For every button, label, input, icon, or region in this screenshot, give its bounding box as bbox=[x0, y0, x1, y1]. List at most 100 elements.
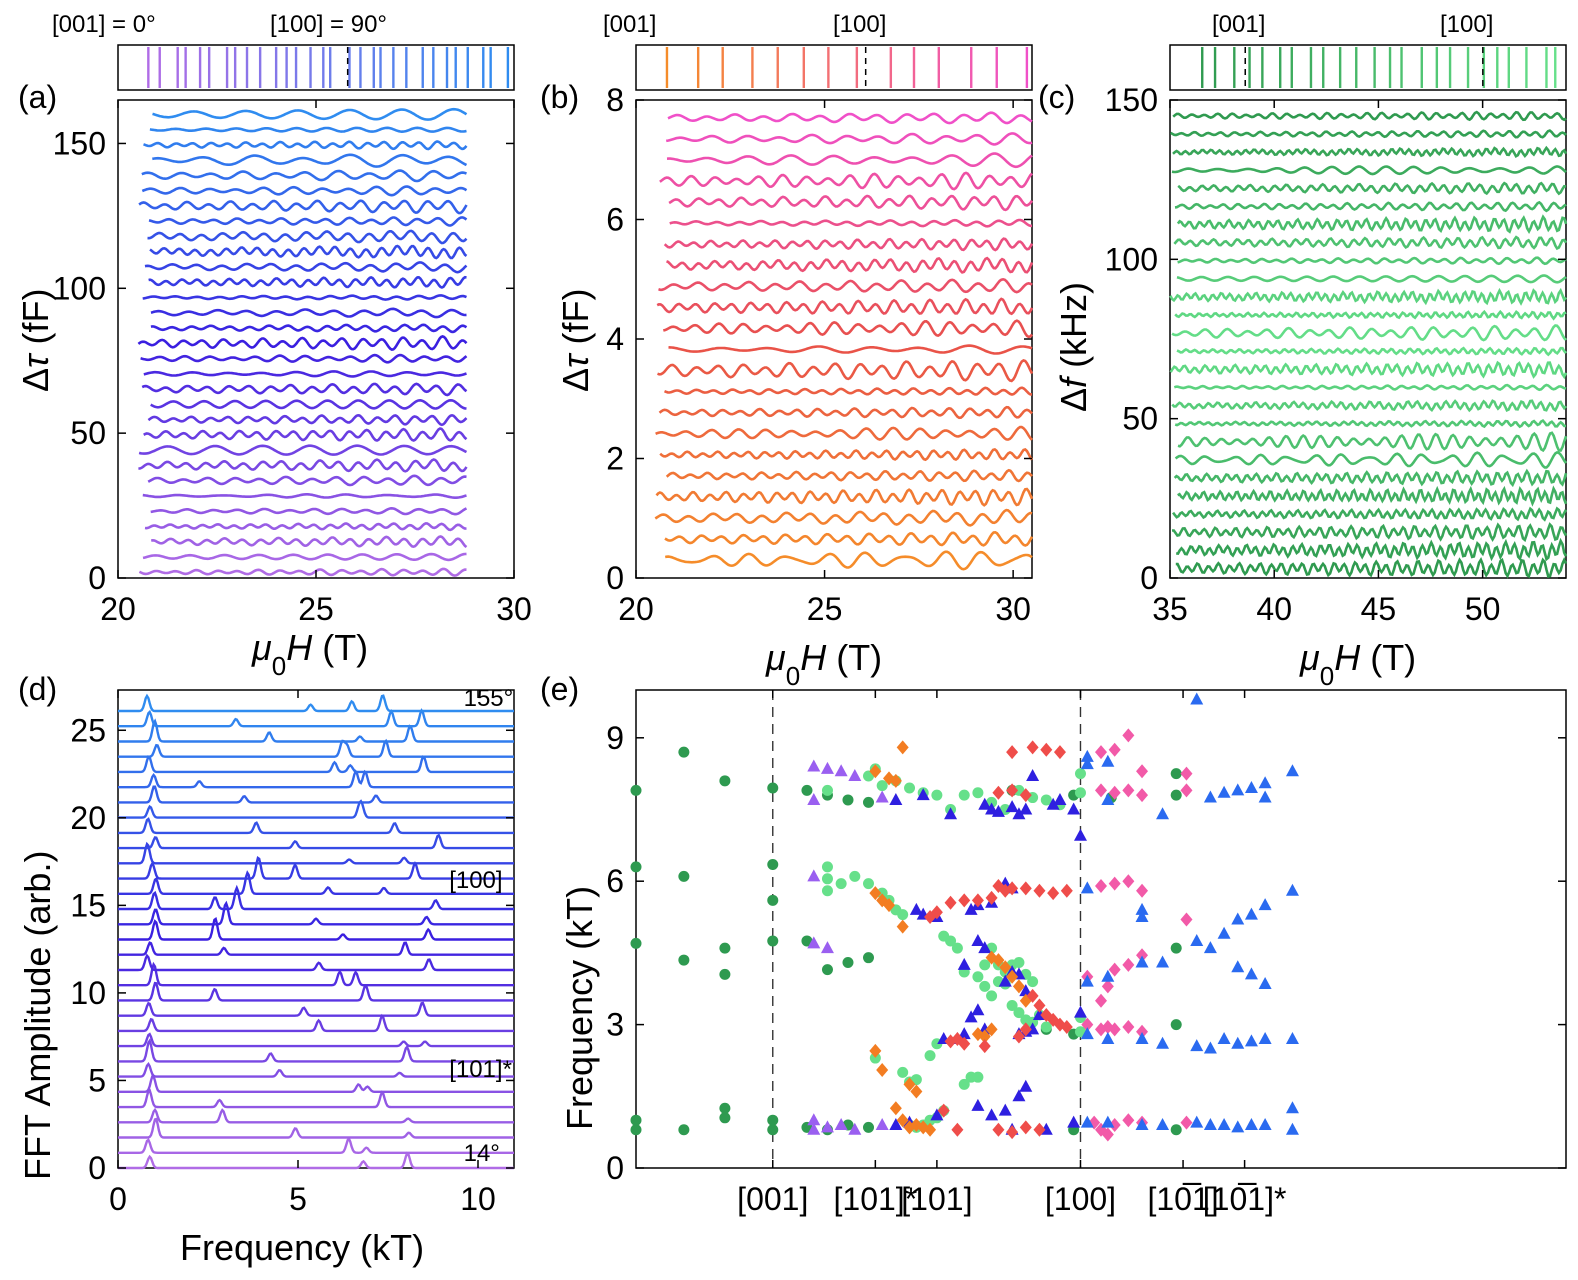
b-trace bbox=[662, 319, 1033, 339]
e-point-circle bbox=[958, 1078, 970, 1090]
d-xtick-label: 0 bbox=[109, 1181, 127, 1217]
e-point-triangle bbox=[1067, 1115, 1081, 1128]
e-point-triangle bbox=[1012, 1089, 1026, 1102]
e-point-triangle bbox=[971, 933, 985, 946]
panel-b: [001] [100] (b) 20 25 30 0 2 4 6 8 μ0H (T) Δτ (… bbox=[540, 11, 1034, 691]
e-point-diamond bbox=[903, 1077, 916, 1092]
d-ytick-label: 0 bbox=[88, 1150, 106, 1186]
e-point-triangle bbox=[1135, 1031, 1149, 1044]
panel-e-series bbox=[630, 692, 1299, 1142]
e-point-triangle bbox=[1231, 783, 1245, 796]
e-point-circle bbox=[863, 878, 874, 890]
b-trace bbox=[665, 132, 1033, 146]
e-point-diamond bbox=[1180, 766, 1193, 781]
e-point-triangle bbox=[1135, 1117, 1149, 1130]
c-trace bbox=[1176, 214, 1568, 234]
e-point-triangle bbox=[1080, 881, 1094, 894]
e-point-diamond bbox=[1095, 783, 1107, 798]
panel-d-ticks: 0 5 10 0 5 10 15 20 25 bbox=[70, 690, 514, 1217]
a-trace bbox=[141, 185, 468, 197]
e-point-triangle bbox=[916, 788, 930, 801]
e-ytick-label: 9 bbox=[606, 720, 624, 756]
e-point-circle bbox=[849, 870, 861, 882]
e-point-diamond bbox=[1026, 740, 1039, 755]
e-point-diamond bbox=[1019, 788, 1032, 803]
e-point-triangle bbox=[875, 790, 889, 803]
e-point-diamond bbox=[992, 1122, 1005, 1137]
e-point-triangle bbox=[964, 1010, 978, 1023]
e-point-circle bbox=[1027, 976, 1039, 988]
a-trace bbox=[143, 427, 468, 442]
e-point-diamond bbox=[1122, 1113, 1135, 1128]
e-point-triangle bbox=[1053, 792, 1067, 805]
b-trace bbox=[664, 530, 1034, 547]
a-trace bbox=[150, 506, 468, 516]
a-trace bbox=[141, 382, 468, 397]
e-point-triangle bbox=[1156, 807, 1170, 820]
e-point-diamond bbox=[896, 740, 909, 755]
e-point-circle bbox=[719, 1102, 731, 1114]
e-point-diamond bbox=[992, 785, 1005, 800]
e-xtick-label: [101]* bbox=[834, 1181, 918, 1217]
e-point-triangle bbox=[1258, 776, 1272, 789]
d-spectrum bbox=[118, 1151, 514, 1170]
d-spectrum bbox=[118, 941, 514, 956]
c-ytick-label: 100 bbox=[1105, 241, 1158, 277]
e-point-diamond bbox=[1006, 881, 1019, 896]
e-point-triangle bbox=[1244, 1034, 1258, 1047]
e-point-triangle bbox=[834, 764, 848, 777]
d-spectrum bbox=[118, 981, 514, 1002]
e-point-diamond bbox=[1122, 783, 1135, 798]
e-point-triangle bbox=[1258, 1117, 1272, 1130]
e-point-diamond bbox=[1019, 1120, 1032, 1135]
e-point-triangle bbox=[1156, 1117, 1170, 1130]
e-point-triangle bbox=[1285, 1031, 1299, 1044]
e-point-triangle bbox=[1080, 1115, 1094, 1128]
e-point-diamond bbox=[1108, 742, 1121, 757]
c-trace bbox=[1177, 431, 1568, 453]
e-point-diamond bbox=[869, 1043, 882, 1058]
e-point-diamond bbox=[1136, 764, 1149, 779]
a-ytick-label: 50 bbox=[70, 415, 106, 451]
e-point-diamond bbox=[985, 1022, 998, 1037]
e-point-triangle bbox=[1005, 800, 1019, 813]
e-point-circle bbox=[1074, 787, 1086, 799]
panel-b-inset-frame bbox=[635, 44, 1033, 91]
d-spectrum bbox=[118, 870, 514, 895]
e-point-circle bbox=[767, 782, 779, 794]
b-ytick-label: 2 bbox=[606, 441, 624, 477]
e-point-triangle bbox=[1135, 910, 1149, 923]
d-spectrum bbox=[118, 917, 514, 941]
e-point-diamond bbox=[1060, 883, 1073, 898]
e-point-triangle bbox=[1190, 692, 1204, 705]
d-spectrum bbox=[118, 1001, 514, 1017]
e-point-triangle bbox=[1156, 1036, 1170, 1049]
d-spectrum bbox=[118, 900, 514, 926]
c-trace bbox=[1169, 287, 1567, 306]
panel-c-inset-label-100: [100] bbox=[1440, 11, 1493, 38]
e-point-triangle bbox=[1101, 754, 1115, 767]
e-point-diamond bbox=[1012, 979, 1025, 994]
e-point-circle bbox=[979, 959, 991, 971]
e-point-triangle bbox=[889, 792, 903, 805]
c-trace bbox=[1177, 181, 1567, 196]
e-point-diamond bbox=[951, 1122, 964, 1137]
e-point-circle bbox=[1170, 1019, 1182, 1031]
panel-d-axes-frame bbox=[117, 689, 515, 1169]
e-point-triangle bbox=[985, 1108, 999, 1121]
e-point-triangle bbox=[991, 804, 1005, 817]
e-point-triangle bbox=[1217, 926, 1231, 939]
e-point-triangle bbox=[807, 936, 821, 949]
d-annotation: [101]* bbox=[449, 1056, 512, 1083]
e-point-triangle bbox=[998, 974, 1012, 987]
e-point-circle bbox=[1006, 999, 1018, 1011]
e-point-diamond bbox=[1101, 979, 1114, 994]
e-point-circle bbox=[835, 878, 847, 890]
e-point-diamond bbox=[958, 893, 971, 908]
e-point-circle bbox=[1074, 768, 1086, 780]
e-point-diamond bbox=[1040, 742, 1053, 757]
e-point-triangle bbox=[1012, 807, 1026, 820]
e-point-circle bbox=[842, 956, 854, 968]
panel-e-axes-frame bbox=[635, 689, 1567, 1169]
panel-b-series bbox=[654, 111, 1034, 571]
